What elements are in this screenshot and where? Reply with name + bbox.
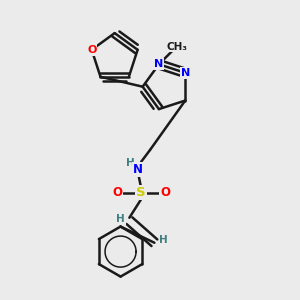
Text: O: O bbox=[87, 45, 96, 55]
Text: N: N bbox=[133, 163, 143, 176]
Text: H: H bbox=[127, 158, 135, 168]
Text: N: N bbox=[181, 68, 190, 78]
Text: S: S bbox=[136, 186, 146, 199]
Text: CH₃: CH₃ bbox=[167, 42, 188, 52]
Text: H: H bbox=[160, 235, 168, 245]
Text: O: O bbox=[160, 186, 170, 199]
Text: N: N bbox=[154, 59, 164, 69]
Text: H: H bbox=[116, 214, 125, 224]
Text: O: O bbox=[112, 186, 122, 199]
